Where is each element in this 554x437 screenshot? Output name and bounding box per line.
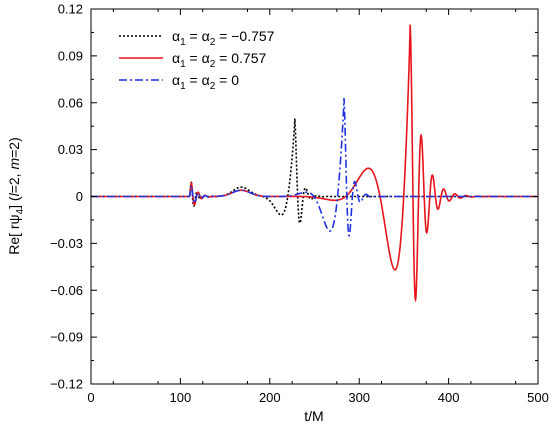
- x-tick-label: 400: [438, 390, 460, 405]
- y-axis-label: Re[ rψ4] (l=2, m=2): [6, 137, 26, 255]
- y-tick-label: 0: [76, 189, 83, 204]
- x-tick-label: 200: [259, 390, 281, 405]
- tick-labels-layer: 0 100 200 300 400 500 −0.12 −0.09 −0.06 −0.03 0 0.0…: [50, 2, 549, 406]
- x-tick-label: 300: [348, 390, 370, 405]
- x-axis-label: t/M: [304, 408, 323, 424]
- series-line-1: [91, 24, 538, 303]
- y-tick-label: −0.12: [50, 377, 83, 392]
- y-tick-label: 0.06: [58, 95, 83, 110]
- y-tick-label: 0.03: [58, 142, 83, 157]
- series-layer: [91, 24, 538, 303]
- y-tick-label: −0.06: [50, 283, 83, 298]
- y-tick-label: 0.12: [58, 2, 83, 17]
- series-line-2: [91, 98, 538, 237]
- legend: α1 = α2 = −0.757 α1 = α2 = 0.757 α1 = α2…: [119, 28, 275, 92]
- legend-label-series-0: α1 = α2 = −0.757: [172, 28, 275, 48]
- x-tick-label: 500: [527, 390, 549, 405]
- ticks-layer: [90, 8, 539, 385]
- x-tick-label: 100: [170, 390, 192, 405]
- y-tick-label: −0.09: [50, 330, 83, 345]
- legend-label-series-1: α1 = α2 = 0.757: [172, 50, 266, 70]
- x-tick-label: 0: [87, 390, 94, 405]
- legend-label-series-2: α1 = α2 = 0: [172, 72, 239, 92]
- series-line-0: [91, 118, 538, 225]
- y-tick-label: −0.03: [50, 236, 83, 251]
- y-tick-label: 0.09: [58, 48, 83, 63]
